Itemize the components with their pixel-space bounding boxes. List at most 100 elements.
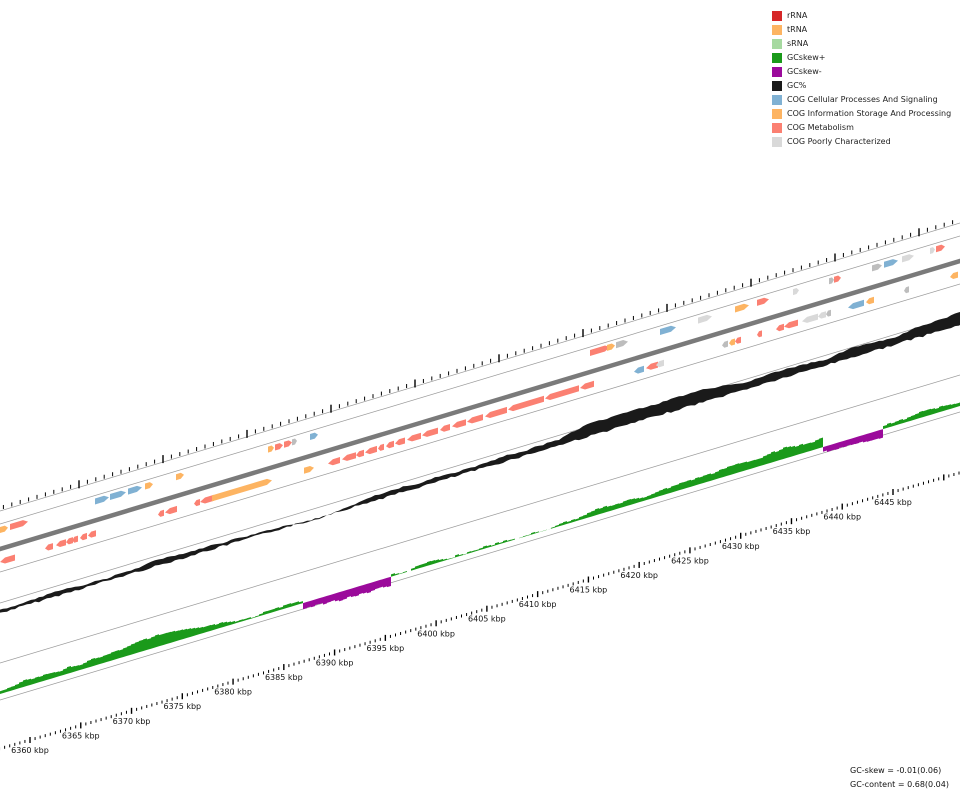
gc-skew-positive-bar [907, 416, 911, 422]
gc-skew-positive-bar [467, 551, 471, 554]
gc-skew-stat: GC-skew = -0.01(0.06) [850, 766, 942, 775]
gc-skew-negative-bar [307, 600, 311, 608]
gene-arrow [545, 385, 579, 400]
gc-skew-positive-bar [83, 662, 87, 670]
gc-skew-positive-bar [27, 678, 31, 686]
gc-skew-positive-bar [187, 628, 191, 638]
gc-skew-positive-bar [235, 620, 239, 624]
gc-skew-negative-bar [323, 595, 327, 605]
gc-skew-positive-bar [71, 665, 75, 673]
guide-line [0, 411, 960, 701]
gc-skew-negative-bar [359, 585, 363, 595]
gc-skew-positive-bar [671, 485, 675, 493]
gene-arrow [580, 380, 594, 390]
tick-label: 6375 kbp [163, 702, 201, 711]
gc-skew-negative-bar [851, 437, 855, 446]
legend-item: COG Metabolism [772, 121, 951, 135]
gene-arrow [866, 296, 874, 305]
gc-skew-positive-bar [451, 557, 455, 559]
gc-skew-positive-bar [527, 534, 531, 536]
gene-arrow [310, 432, 318, 440]
gc-skew-positive-bar [815, 439, 819, 450]
tick-label: 6370 kbp [113, 717, 151, 726]
gc-skew-positive-bar [107, 653, 111, 662]
gc-skew-positive-bar [579, 516, 583, 521]
stats-panel: GC-skew = -0.01(0.06) GC-content = 0.68(… [850, 766, 949, 794]
gc-skew-positive-bar [455, 554, 459, 558]
legend-swatch [772, 123, 782, 133]
gc-skew-positive-bar [203, 626, 207, 634]
gene-arrow [158, 509, 164, 517]
gc-skew-positive-bar [663, 487, 667, 496]
gc-skew-positive-bar [123, 647, 127, 658]
gc-skew-positive-bar [759, 457, 763, 467]
gc-skew-positive-bar [559, 522, 563, 527]
gene-arrow [818, 311, 826, 319]
gc-skew-positive-bar [687, 479, 691, 488]
gc-skew-positive-bar [735, 463, 739, 474]
gc-skew-positive-bar [247, 617, 251, 620]
gc-skew-negative-bar [319, 597, 323, 605]
gc-skew-positive-bar [47, 672, 51, 680]
gene-arrow [275, 443, 283, 451]
gene-arrow [378, 443, 384, 451]
gene-arrow [292, 438, 297, 446]
gc-skew-positive-bar [619, 502, 623, 509]
gc-skew-positive-bar [459, 554, 463, 557]
gc-skew-positive-bar [707, 473, 711, 482]
gene-arrow [328, 457, 340, 466]
legend-label: GCskew- [787, 67, 822, 76]
gc-skew-positive-bar [675, 484, 679, 492]
legend-swatch [772, 53, 782, 63]
gc-skew-positive-bar [391, 573, 395, 577]
gc-skew-positive-bar [39, 675, 43, 683]
gc-skew-positive-bar [479, 547, 483, 551]
gc-skew-negative-bar [347, 588, 351, 598]
gc-skew-positive-bar [43, 673, 47, 682]
gc-skew-positive-bar [887, 422, 891, 428]
gc-percent-area [0, 312, 960, 613]
gc-skew-positive-bar [571, 519, 575, 523]
gc-skew-positive-bar [763, 455, 767, 466]
gene-arrow [776, 323, 784, 332]
guide-line [0, 283, 960, 573]
gc-skew-positive-bar [19, 681, 23, 689]
gc-skew-positive-bar [411, 567, 415, 571]
gc-skew-negative-bar [831, 443, 835, 451]
gene-arrow [802, 313, 818, 323]
gene-arrow [698, 314, 712, 324]
gc-skew-negative-bar [311, 599, 315, 608]
gc-skew-positive-bar [659, 489, 663, 497]
gc-skew-positive-bar [547, 528, 551, 530]
gc-skew-positive-bar [115, 650, 119, 660]
gene-arrow [902, 254, 914, 263]
gc-skew-positive-bar [603, 505, 607, 514]
gc-skew-positive-bar [587, 512, 591, 518]
gc-skew-positive-bar [483, 545, 487, 550]
gc-skew-positive-bar [175, 630, 179, 642]
gc-content-track [0, 312, 960, 613]
gc-skew-negative-bar [859, 435, 863, 443]
gc-skew-negative-bar [839, 441, 843, 449]
gc-skew-positive-bar [239, 619, 243, 623]
gene-arrow [452, 419, 466, 428]
gc-skew-positive-bar [215, 623, 219, 630]
gc-skew-positive-bar [955, 402, 959, 408]
gene-arrow [634, 365, 644, 374]
tick-label: 6385 kbp [265, 673, 303, 682]
gc-skew-positive-bar [127, 645, 131, 656]
gc-skew-positive-bar [503, 539, 507, 544]
gc-skew-positive-bar [771, 451, 775, 463]
legend-swatch [772, 11, 782, 21]
gc-skew-positive-bar [923, 409, 927, 418]
gene-arrow [95, 495, 109, 505]
gene-arrow [80, 532, 87, 541]
legend-label: COG Metabolism [787, 123, 854, 132]
gc-skew-positive-bar [607, 505, 611, 512]
gc-skew-positive-bar [103, 654, 107, 664]
gene-arrow [616, 340, 628, 349]
gene-arrow [10, 520, 28, 530]
gc-skew-positive-bar [427, 560, 431, 566]
gc-skew-negative-bar [879, 429, 883, 439]
gc-skew-positive-bar [79, 664, 83, 671]
